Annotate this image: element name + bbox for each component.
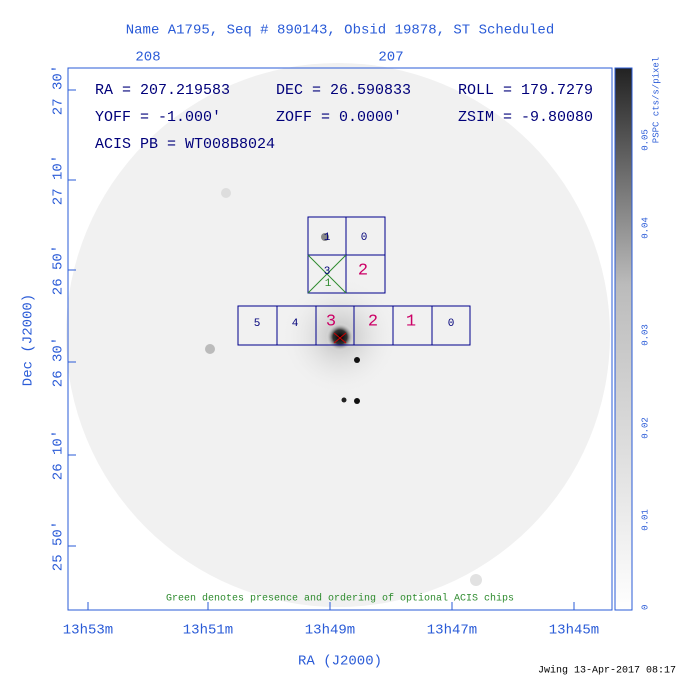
chip-label: 1 — [406, 312, 416, 331]
x-axis-title: RA (J2000) — [298, 654, 382, 670]
colorbar-tick-label: 0.03 — [640, 324, 650, 346]
y-tick-label: 27 10' — [51, 155, 67, 205]
y-tick-label: 26 50' — [51, 245, 67, 295]
info-roll: ROLL = 179.7279 — [458, 82, 593, 99]
info-yoff: YOFF = -1.000' — [95, 109, 221, 126]
colorbar-title: PSPC cts/s/pixel — [651, 57, 661, 143]
bottom-axis: 13h53m 13h51m 13h49m 13h47m 13h45m — [63, 602, 599, 639]
info-dec: DEC = 26.590833 — [276, 82, 411, 99]
info-acis-pb: ACIS PB = WT008B8024 — [95, 136, 275, 153]
info-zoff: ZOFF = 0.0000' — [276, 109, 402, 126]
x-tick-label: 13h53m — [63, 623, 113, 639]
acis-s — [237, 305, 471, 346]
plot-frame — [67, 67, 613, 611]
note: Green denotes presence and ordering of o… — [166, 593, 514, 605]
colorbar-tick-label: 0.01 — [640, 509, 650, 531]
optional-chip-label: 1 — [325, 278, 332, 290]
x-tick-label: 13h51m — [183, 623, 233, 639]
info-zsim: ZSIM = -9.80080 — [458, 109, 593, 126]
top-label: 207 — [378, 50, 403, 66]
colorbar-tick-label: 0 — [640, 605, 650, 610]
colorbar — [614, 67, 633, 611]
colorbar-tick-label: 0.02 — [640, 417, 650, 439]
y-tick-label: 26 10' — [51, 430, 67, 480]
chip-label: 0 — [448, 318, 455, 330]
x-tick-label: 13h49m — [305, 623, 355, 639]
y-tick-label: 27 30' — [51, 65, 67, 115]
chip-label: 5 — [254, 318, 261, 330]
info-ra: RA = 207.219583 — [95, 82, 230, 99]
left-axis: 27 30' 27 10' 26 50' 26 30' 26 10' 25 50' — [51, 65, 76, 571]
chip-label: 3 — [326, 312, 336, 331]
chip-label: 2 — [358, 261, 368, 280]
y-tick-label: 26 30' — [51, 337, 67, 387]
y-tick-label: 25 50' — [51, 521, 67, 571]
top-label: 208 — [135, 50, 160, 66]
colorbar-tick-label: 0.05 — [640, 129, 650, 151]
chip-label: 0 — [361, 232, 368, 244]
y-axis-title: Dec (J2000) — [21, 294, 37, 386]
x-tick-label: 13h47m — [427, 623, 477, 639]
title: Name A1795, Seq # 890143, Obsid 19878, S… — [126, 23, 554, 39]
x-tick-label: 13h45m — [549, 623, 599, 639]
colorbar-axis: 0 0.01 0.02 0.03 0.04 0.05 — [640, 129, 650, 610]
acis-i — [307, 216, 386, 294]
chip-label: 3 — [324, 266, 331, 278]
colorbar-tick-label: 0.04 — [640, 217, 650, 239]
chip-label: 2 — [368, 312, 378, 331]
chip-label: 4 — [292, 318, 299, 330]
chip-label: 1 — [324, 232, 331, 244]
footer: Jwing 13-Apr-2017 08:17 — [538, 665, 676, 677]
